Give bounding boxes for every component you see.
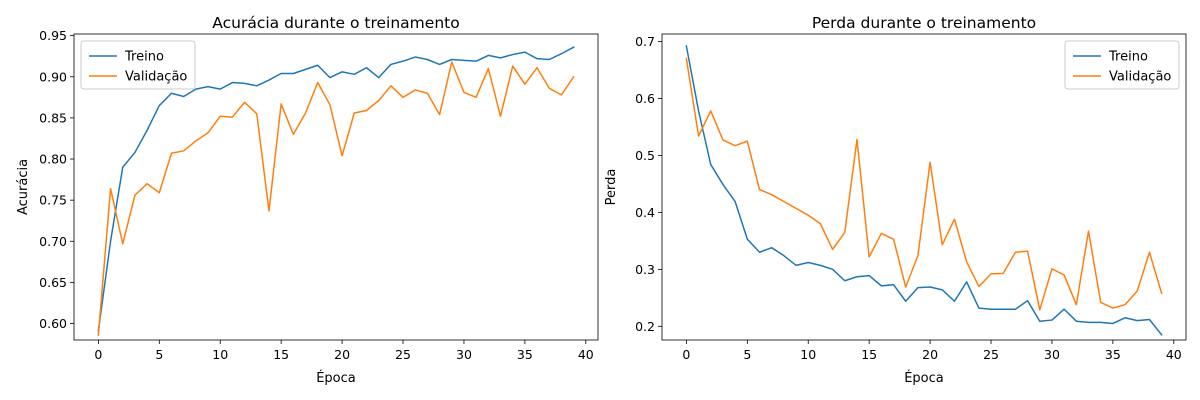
- legend-label: Treino: [124, 50, 164, 65]
- series-line-validacao: [97, 61, 575, 336]
- y-tick-label: 0.5: [635, 148, 655, 163]
- x-tick-label: 0: [682, 347, 690, 362]
- legend-label: Treino: [1108, 50, 1148, 65]
- legend-box: [1064, 40, 1180, 90]
- y-tick-label: 0.70: [39, 234, 67, 249]
- axes-frame: [661, 33, 1187, 341]
- axes-frame: [73, 33, 599, 341]
- x-tick-label: 20: [334, 347, 350, 362]
- y-tick-label: 0.6: [635, 91, 655, 106]
- x-tick-label: 15: [861, 347, 877, 362]
- y-tick-label: 0.80: [39, 152, 67, 167]
- y-tick-label: 0.95: [39, 28, 67, 43]
- x-axis-label: Época: [904, 370, 944, 386]
- x-tick-label: 10: [212, 347, 228, 362]
- x-tick-label: 15: [273, 347, 289, 362]
- legend-label: Validação: [125, 70, 187, 85]
- legend-label: Validação: [1109, 70, 1171, 85]
- chart-1: 0 5 10 15 20 25 30 35 40 0.60 0.65 0.70 0.75 0.80 0.85…: [16, 14, 599, 386]
- x-tick-label: 10: [800, 347, 816, 362]
- y-axis-label: Acurácia: [16, 159, 31, 215]
- chart-2: 0 5 10 15 20 25 30 35 40 0.2 0.3 0.4 0.5 0.6 0.7 Perda …: [604, 14, 1187, 386]
- legend: Treino Validação: [1064, 40, 1180, 90]
- chart-title: Perda durante o treinamento: [812, 14, 1036, 32]
- x-tick-label: 35: [1105, 347, 1121, 362]
- x-tick-label: 0: [94, 347, 102, 362]
- series-line-treino: [97, 46, 575, 332]
- y-axis-label: Perda: [604, 169, 619, 206]
- y-tick-label: 0.60: [39, 316, 67, 331]
- x-tick-label: 40: [578, 347, 594, 362]
- x-tick-label: 40: [1166, 347, 1182, 362]
- x-tick-label: 5: [743, 347, 751, 362]
- legend: Treino Validação: [80, 40, 196, 90]
- legend-box: [80, 40, 196, 90]
- y-tick-label: 0.4: [635, 205, 655, 220]
- series-line-validacao: [685, 57, 1163, 311]
- chart-title: Acurácia durante o treinamento: [212, 14, 459, 32]
- y-tick-label: 0.75: [39, 193, 67, 208]
- x-tick-label: 5: [155, 347, 163, 362]
- y-tick-label: 0.85: [39, 110, 67, 125]
- y-tick-label: 0.65: [39, 275, 67, 290]
- y-tick-label: 0.2: [635, 319, 655, 334]
- x-tick-label: 25: [395, 347, 411, 362]
- x-axis-label: Época: [316, 370, 356, 386]
- x-tick-label: 30: [456, 347, 472, 362]
- x-tick-label: 35: [517, 347, 533, 362]
- x-tick-label: 25: [983, 347, 999, 362]
- y-tick-label: 0.90: [39, 69, 67, 84]
- x-tick-label: 30: [1044, 347, 1060, 362]
- x-tick-label: 20: [922, 347, 938, 362]
- y-tick-label: 0.7: [635, 34, 655, 49]
- y-tick-label: 0.3: [635, 262, 655, 277]
- series-line-treino: [685, 45, 1163, 336]
